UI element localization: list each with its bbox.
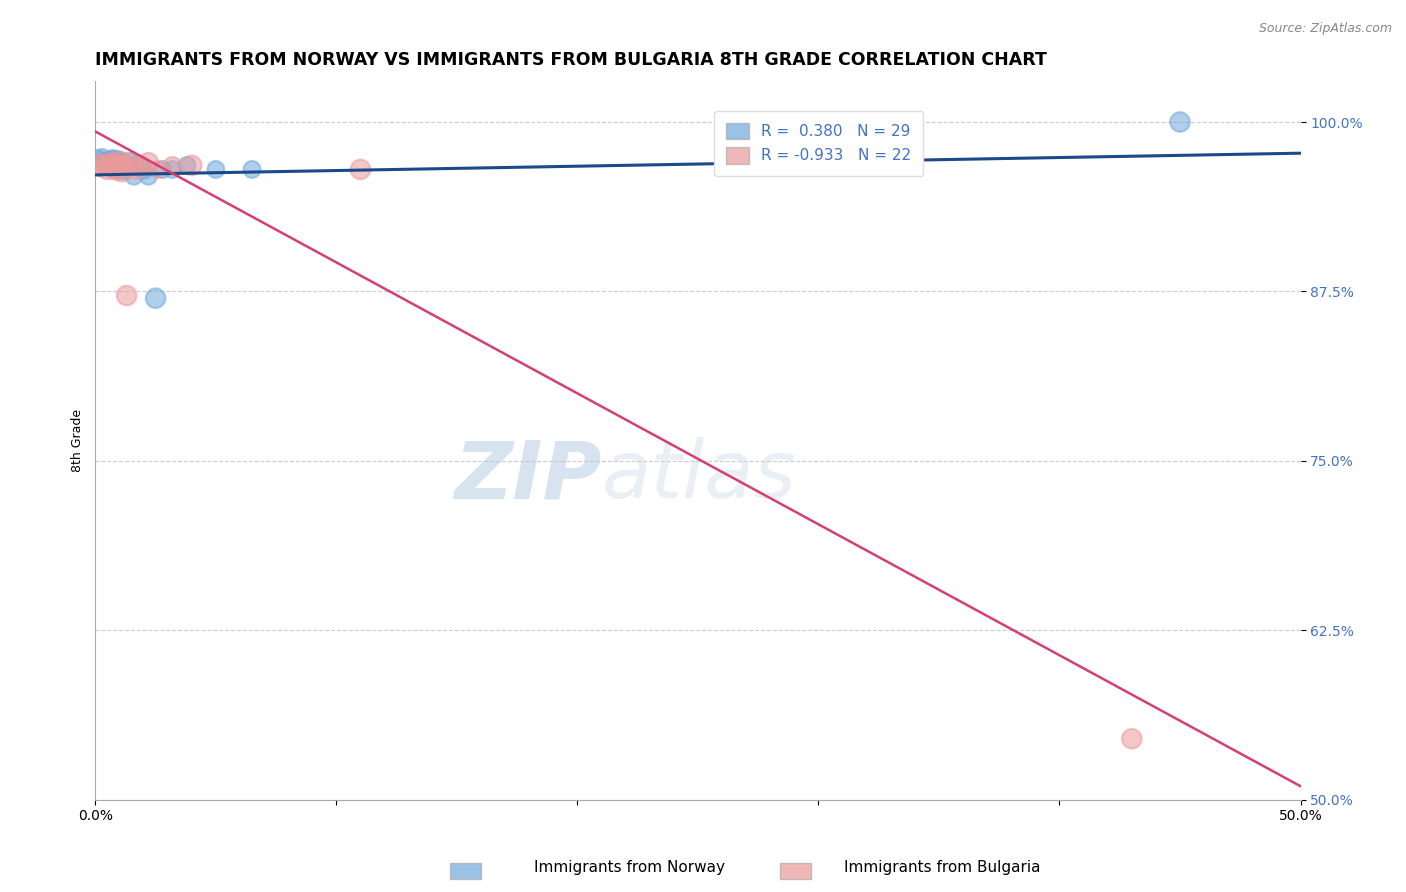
Text: Immigrants from Norway: Immigrants from Norway bbox=[534, 861, 725, 875]
Point bbox=[180, 158, 202, 172]
Point bbox=[87, 149, 110, 163]
Point bbox=[105, 162, 128, 177]
Point bbox=[162, 158, 184, 172]
Point bbox=[96, 162, 118, 177]
Point bbox=[138, 155, 160, 169]
Point bbox=[108, 158, 131, 172]
Point bbox=[104, 158, 127, 172]
Point bbox=[240, 162, 263, 177]
Point bbox=[118, 155, 141, 169]
Point bbox=[89, 162, 111, 177]
Point bbox=[96, 155, 118, 169]
Point bbox=[98, 158, 121, 172]
Point bbox=[108, 155, 131, 169]
Point bbox=[1121, 731, 1143, 746]
Text: ZIP: ZIP bbox=[454, 437, 602, 516]
Point bbox=[87, 155, 110, 169]
Point bbox=[121, 155, 143, 169]
Point bbox=[349, 162, 371, 177]
Point bbox=[94, 155, 117, 169]
Point bbox=[105, 158, 128, 172]
Point bbox=[152, 162, 174, 177]
Point bbox=[162, 162, 184, 177]
Point bbox=[115, 288, 138, 302]
Text: Source: ZipAtlas.com: Source: ZipAtlas.com bbox=[1258, 22, 1392, 36]
Y-axis label: 8th Grade: 8th Grade bbox=[72, 409, 84, 472]
Point bbox=[1168, 115, 1191, 129]
Point bbox=[176, 158, 198, 172]
Legend: R =  0.380   N = 29, R = -0.933   N = 22: R = 0.380 N = 29, R = -0.933 N = 22 bbox=[714, 111, 924, 176]
Point bbox=[98, 155, 121, 169]
Point bbox=[91, 149, 114, 163]
Point bbox=[125, 162, 148, 177]
Point bbox=[112, 158, 135, 172]
Point bbox=[101, 155, 124, 169]
Point bbox=[111, 155, 134, 169]
Point bbox=[128, 158, 150, 172]
Point bbox=[91, 158, 114, 172]
Point bbox=[112, 162, 135, 177]
Point bbox=[101, 153, 124, 167]
Point bbox=[129, 158, 152, 172]
Point bbox=[146, 162, 169, 177]
Point bbox=[94, 153, 117, 167]
Text: IMMIGRANTS FROM NORWAY VS IMMIGRANTS FROM BULGARIA 8TH GRADE CORRELATION CHART: IMMIGRANTS FROM NORWAY VS IMMIGRANTS FRO… bbox=[96, 51, 1047, 69]
Point bbox=[115, 158, 138, 172]
Point bbox=[104, 155, 127, 169]
Point bbox=[104, 162, 127, 177]
Point bbox=[122, 169, 145, 184]
Point bbox=[138, 169, 160, 184]
Point bbox=[111, 162, 134, 177]
Point bbox=[132, 162, 155, 177]
Point bbox=[145, 291, 167, 305]
Point bbox=[108, 153, 131, 167]
Point bbox=[96, 158, 118, 172]
Text: Immigrants from Bulgaria: Immigrants from Bulgaria bbox=[844, 861, 1040, 875]
Point bbox=[89, 155, 111, 169]
Text: atlas: atlas bbox=[602, 437, 796, 516]
Point bbox=[205, 162, 228, 177]
Point bbox=[101, 155, 124, 169]
